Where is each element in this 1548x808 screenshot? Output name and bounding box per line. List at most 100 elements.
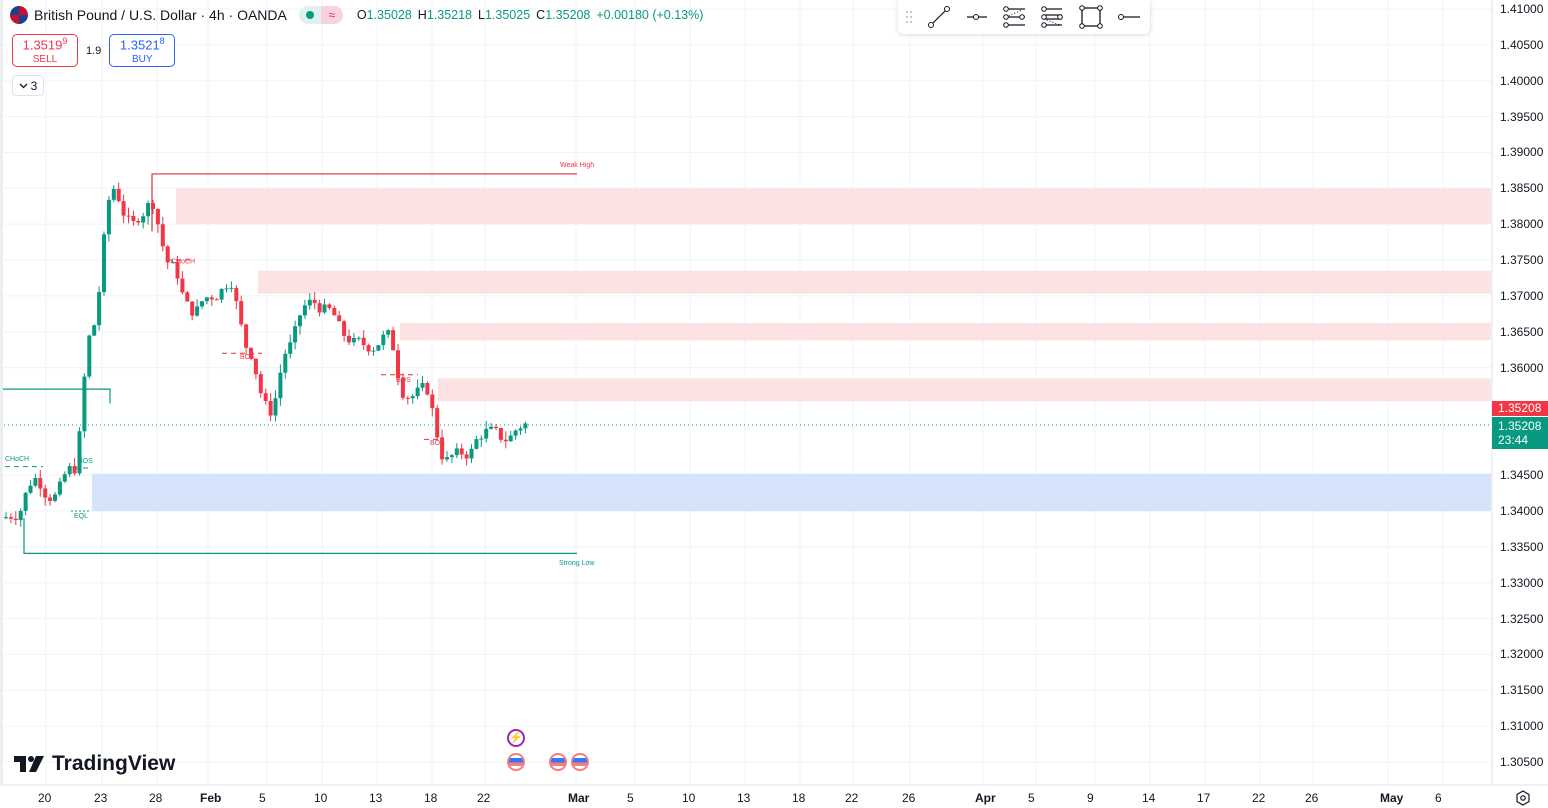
high-label: H — [417, 8, 427, 22]
time-tick: 5 — [259, 791, 266, 805]
supply-zone — [400, 323, 1491, 341]
chart-settings-gear-icon[interactable] — [1515, 790, 1531, 806]
drawing-toolbar — [898, 0, 1150, 34]
buy-price-pip: 8 — [159, 36, 165, 47]
svg-text:EQL: EQL — [74, 513, 88, 520]
fib-retracement-icon[interactable] — [1034, 2, 1072, 32]
left-edge — [0, 0, 3, 785]
price-tick: 1.31500 — [1500, 683, 1544, 698]
horizontal-ray-icon[interactable] — [958, 2, 996, 32]
chevron-down-icon — [19, 83, 28, 88]
time-tick: Mar — [568, 791, 590, 805]
price-tick: 1.39000 — [1500, 145, 1544, 160]
time-tick: 22 — [477, 791, 491, 805]
supply-zone — [176, 188, 1491, 225]
time-tick: 28 — [149, 791, 163, 805]
bid-price-tag: 1.35208 — [1492, 401, 1548, 416]
tradingview-logo-icon — [14, 756, 44, 772]
time-tick: Apr — [975, 791, 996, 805]
price-tick: 1.36500 — [1500, 324, 1544, 339]
svg-text:BOS: BOS — [240, 354, 255, 361]
buy-label: BUY — [132, 53, 153, 65]
low-label: L — [478, 8, 485, 22]
indicators-toggle-button[interactable]: 3 — [12, 75, 44, 96]
time-tick: 10 — [314, 791, 328, 805]
time-tick: 23 — [94, 791, 108, 805]
time-tick: 22 — [845, 791, 859, 805]
price-tick: 1.34500 — [1500, 468, 1544, 483]
trade-buttons: 1.35199 SELL 1.9 1.35218 BUY — [12, 34, 176, 67]
us-flag-event-icon[interactable] — [507, 753, 525, 771]
svg-text:BOS: BOS — [430, 440, 445, 447]
price-tick: 1.32000 — [1500, 647, 1544, 662]
pitchfork-icon[interactable] — [996, 2, 1034, 32]
tradingview-logo[interactable]: TradingView — [14, 752, 175, 776]
structure-lines — [3, 173, 577, 554]
time-tick: 6 — [1435, 791, 1442, 805]
logo-text: TradingView — [52, 752, 176, 775]
price-tick: 1.31000 — [1500, 719, 1544, 734]
price-tick: 1.40500 — [1500, 37, 1544, 52]
svg-text:Weak High: Weak High — [560, 162, 594, 169]
open-value: 1.35028 — [366, 8, 412, 22]
time-tick: 17 — [1197, 791, 1211, 805]
price-tick: 1.39500 — [1500, 109, 1544, 124]
ohlc-values: O1.35028 H1.35218 L1.35025 C1.35208 +0.0… — [357, 8, 704, 22]
sell-label: SELL — [32, 53, 58, 65]
sell-price: 1.3519 — [22, 37, 63, 53]
time-tick: 13 — [369, 791, 383, 805]
price-tick: 1.30500 — [1500, 755, 1544, 770]
drag-handle-icon[interactable] — [898, 2, 920, 32]
status-pill[interactable]: ≈ — [298, 6, 343, 24]
time-tick: 20 — [38, 791, 52, 805]
open-label: O — [356, 8, 367, 22]
horizontal-line-icon[interactable] — [1110, 2, 1148, 32]
us-flag-event-icon[interactable] — [549, 753, 567, 771]
delayed-data-wave-icon: ≈ — [320, 6, 343, 24]
candlesticks — [4, 182, 528, 527]
time-tick: 26 — [1305, 791, 1319, 805]
time-tick: 5 — [1028, 791, 1035, 805]
price-tick: 1.40000 — [1500, 73, 1544, 88]
us-flag-event-icon[interactable] — [571, 753, 589, 771]
svg-text:CHoCH: CHoCH — [171, 259, 195, 266]
spread-value: 1.9 — [86, 44, 102, 57]
time-tick: 5 — [627, 791, 634, 805]
trend-line-icon[interactable] — [920, 2, 958, 32]
time-tick: 10 — [682, 791, 696, 805]
price-tick: 1.38500 — [1500, 181, 1544, 196]
svg-text:BOS: BOS — [78, 458, 93, 465]
supply-zone — [258, 270, 1491, 294]
close-label: C — [536, 8, 546, 22]
last-price-text: 1.35208 — [1498, 419, 1542, 433]
change-value: +0.00180 (+0.13%) — [596, 8, 704, 22]
time-tick: 18 — [792, 791, 806, 805]
structure-labels: Weak High Strong Low CHoCH BOS EQL CHoCH BOS BO… — [5, 162, 595, 567]
gbp-usd-flag-icon — [10, 6, 28, 24]
svg-text:CHoCH: CHoCH — [5, 456, 29, 463]
time-tick: 14 — [1142, 791, 1156, 805]
buy-button[interactable]: 1.35218 BUY — [109, 34, 176, 67]
sell-button[interactable]: 1.35199 SELL — [12, 34, 78, 67]
supply-zone — [438, 378, 1491, 402]
rectangle-icon[interactable] — [1072, 2, 1110, 32]
time-tick: 26 — [902, 791, 916, 805]
demand-zone — [92, 473, 1491, 512]
symbol-title[interactable]: British Pound / U.S. Dollar · 4h · OANDA — [34, 7, 287, 23]
indicators-count: 3 — [30, 78, 38, 93]
buy-price: 1.3521 — [119, 37, 160, 53]
svg-text:Strong Low: Strong Low — [559, 560, 595, 567]
last-price-tag: 1.35208 23:44 — [1492, 417, 1548, 449]
bar-countdown: 23:44 — [1498, 433, 1529, 447]
earnings-lightning-icon[interactable]: ⚡ — [507, 729, 525, 747]
time-tick: Feb — [200, 791, 222, 805]
high-value: 1.35218 — [426, 8, 473, 22]
bid-price-text: 1.35208 — [1498, 401, 1542, 415]
price-tick: 1.33500 — [1500, 539, 1544, 554]
symbol-legend: British Pound / U.S. Dollar · 4h · OANDA… — [10, 6, 703, 24]
close-value: 1.35208 — [545, 8, 591, 22]
svg-text:BOS: BOS — [396, 377, 411, 384]
price-tick: 1.32500 — [1500, 611, 1544, 626]
time-tick: May — [1380, 791, 1404, 805]
